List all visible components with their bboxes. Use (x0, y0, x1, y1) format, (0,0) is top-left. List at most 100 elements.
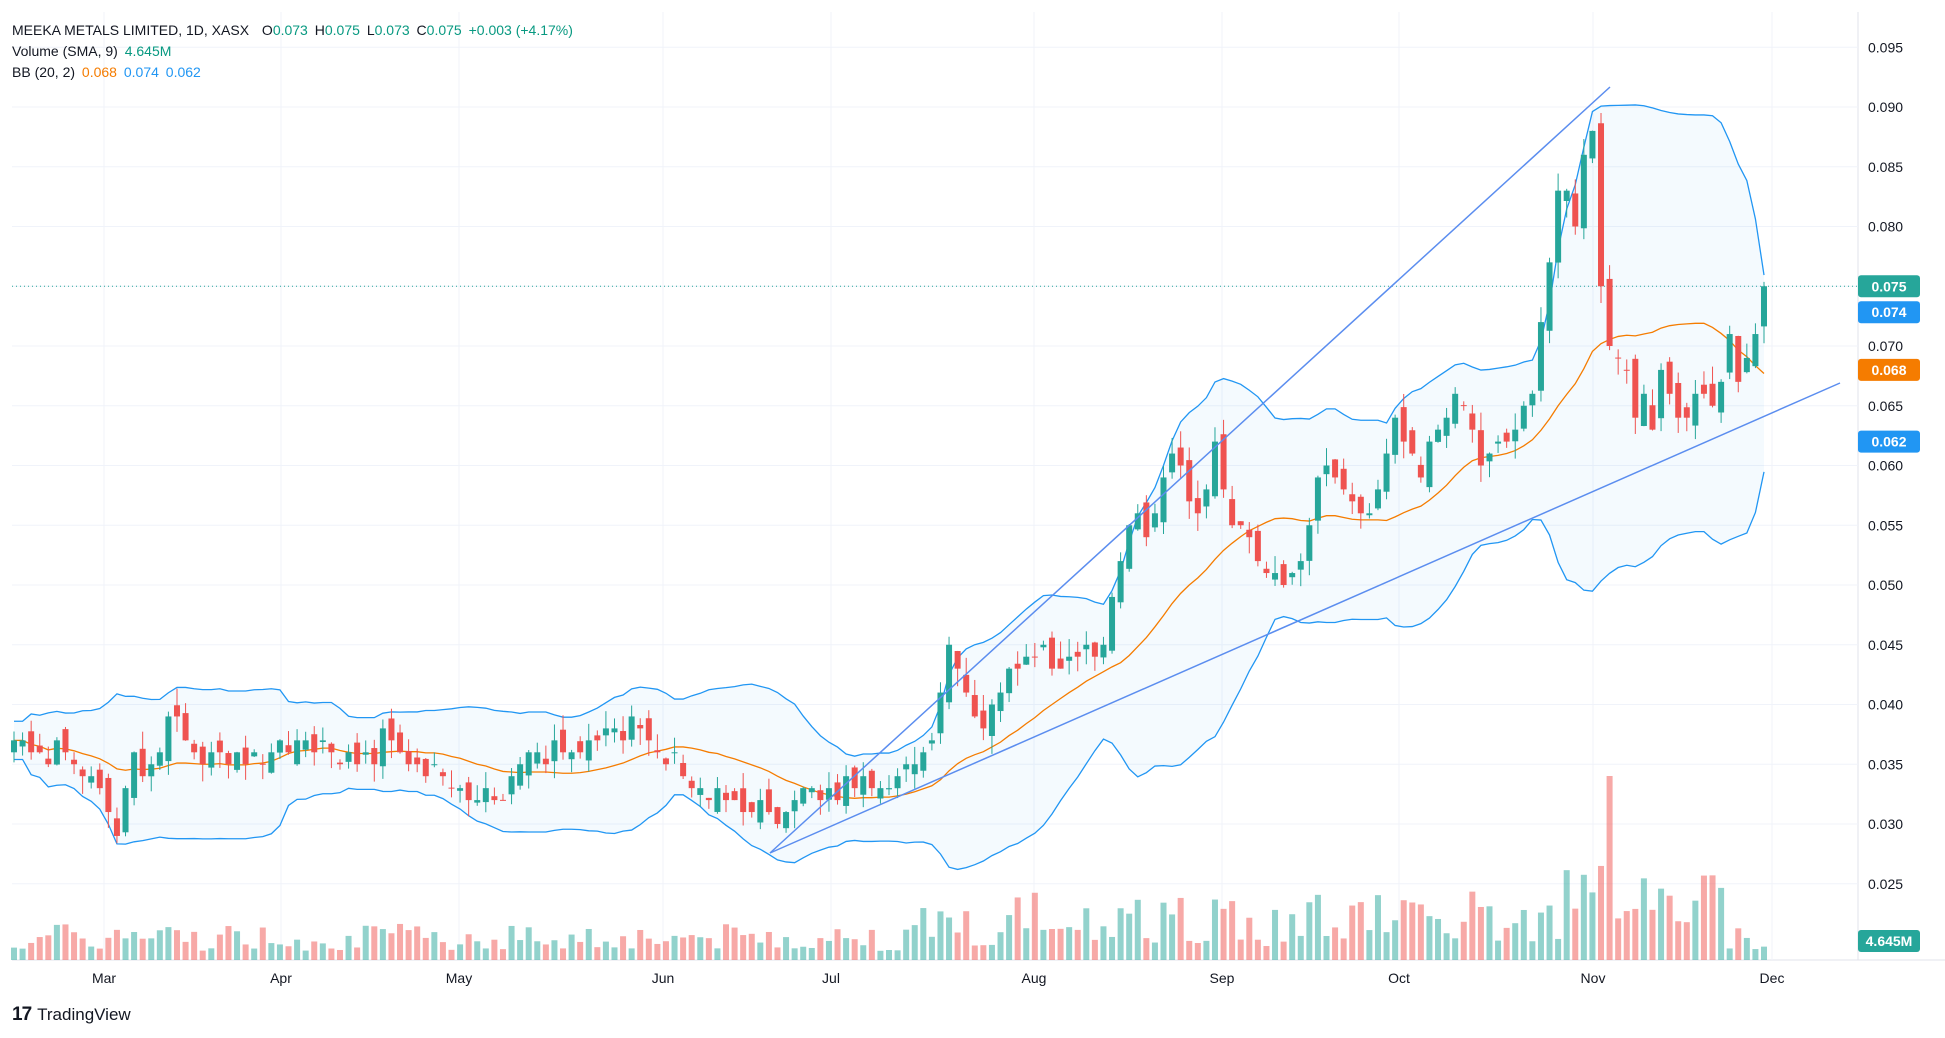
candle-body (851, 767, 858, 789)
x-tick-label: Aug (1022, 970, 1047, 986)
candle-body (705, 797, 712, 801)
volume-bar (1023, 928, 1030, 960)
candle-body (1151, 513, 1158, 528)
volume-bar (1014, 897, 1021, 960)
candle-body (1177, 447, 1184, 466)
volume-bar (354, 947, 361, 960)
candle-body (302, 740, 309, 750)
volume-bar (1477, 906, 1484, 960)
candle-body (920, 752, 927, 771)
price-axis[interactable]: 0.095 0.090 0.085 0.080 0.075 0.070 0.065 0.060… (1858, 39, 1920, 952)
volume-bar (1314, 894, 1321, 960)
volume-bar (199, 950, 206, 960)
volume-bar (1589, 892, 1596, 960)
ohlc-low: 0.073 (374, 22, 410, 38)
candle-body (165, 716, 172, 762)
volume-bar (1435, 918, 1442, 960)
volume-bar (88, 946, 95, 960)
volume-bar (1100, 926, 1107, 960)
volume-bar (1091, 939, 1098, 960)
volume-bar (1229, 901, 1236, 960)
volume-bar (1066, 927, 1073, 960)
volume-bar (920, 908, 927, 960)
volume-bar (851, 939, 858, 960)
candle-body (1563, 190, 1570, 201)
candle-body (928, 740, 935, 744)
candle-body (285, 745, 292, 753)
candle-body (1211, 441, 1218, 497)
volume-bar (611, 947, 618, 960)
volume-bar (817, 938, 824, 960)
candle-body (1186, 460, 1193, 502)
candle-body (234, 752, 241, 770)
bb-basis-value: 0.068 (81, 64, 117, 80)
volume-bar (1289, 914, 1296, 960)
time-axis[interactable]: Mar Apr May Jun Jul Aug Sep Oct Nov Dec (92, 970, 1785, 986)
candle-body (740, 788, 747, 813)
symbol-name[interactable]: MEEKA METALS LIMITED, 1D, XASX (12, 22, 250, 38)
volume-bar (71, 932, 78, 960)
volume-bar (542, 944, 549, 960)
bb-fill-area (14, 104, 1764, 870)
volume-bar (1349, 905, 1356, 960)
candle-body (1735, 335, 1742, 382)
volume-bar (903, 929, 910, 960)
volume-row[interactable]: Volume (SMA, 9) 4.645M (12, 41, 576, 62)
volume-bar (731, 927, 738, 960)
volume-bar (525, 927, 532, 960)
candle-body (585, 740, 592, 761)
volume-bar (1503, 927, 1510, 960)
candle-body (1237, 521, 1244, 526)
volume-bar (1272, 909, 1279, 960)
volume-bar (1649, 909, 1656, 960)
x-tick-label: Nov (1581, 970, 1606, 986)
candle-body (817, 790, 824, 801)
candle-body (11, 740, 17, 753)
candle-body (954, 650, 961, 669)
volume-bar (1263, 946, 1270, 960)
volume-bar (1340, 938, 1347, 960)
candle-body (860, 776, 867, 795)
candle-body (602, 728, 609, 736)
volume-bar (1460, 921, 1467, 960)
volume-bar (1417, 904, 1424, 960)
volume-bar (1400, 900, 1407, 960)
volume-bar (628, 948, 635, 960)
candle-body (105, 777, 112, 813)
tradingview-brand[interactable]: 17 TradingView (12, 1004, 131, 1026)
candle-body (1675, 382, 1682, 418)
volume-bar (1718, 887, 1725, 960)
volume-bar (11, 947, 17, 960)
candle-body (980, 710, 987, 729)
trendlines[interactable] (769, 86, 1841, 854)
candle-body (1314, 477, 1321, 521)
candle-body (611, 728, 618, 733)
candle-body (71, 759, 78, 765)
volume-bar (1186, 940, 1193, 960)
volume-bar (1537, 912, 1544, 960)
volume-bar (517, 940, 524, 960)
candle-body (311, 734, 318, 753)
candle-body (1752, 334, 1759, 367)
candle-body (843, 776, 850, 806)
volume-bar (877, 950, 884, 960)
x-tick-label: Mar (92, 970, 116, 986)
candle-body (1718, 381, 1725, 413)
candle-body (1692, 393, 1699, 426)
x-tick-label: Sep (1210, 970, 1235, 986)
volume-bar (1194, 943, 1201, 960)
volume-bar (1297, 935, 1304, 960)
volume-bar (294, 939, 301, 960)
volume-bar (988, 944, 995, 960)
volume-bar (714, 948, 721, 960)
candle-body (688, 780, 695, 789)
volume-bar (697, 937, 704, 960)
candle-body (148, 764, 155, 777)
price-badge (1858, 275, 1920, 298)
bb-row[interactable]: BB (20, 2) 0.068 0.074 0.062 (12, 62, 576, 83)
price-badge-label: 0.068 (1871, 362, 1906, 378)
candle-body (988, 704, 995, 736)
candle-body (1572, 193, 1579, 227)
volume-bar (783, 937, 790, 960)
